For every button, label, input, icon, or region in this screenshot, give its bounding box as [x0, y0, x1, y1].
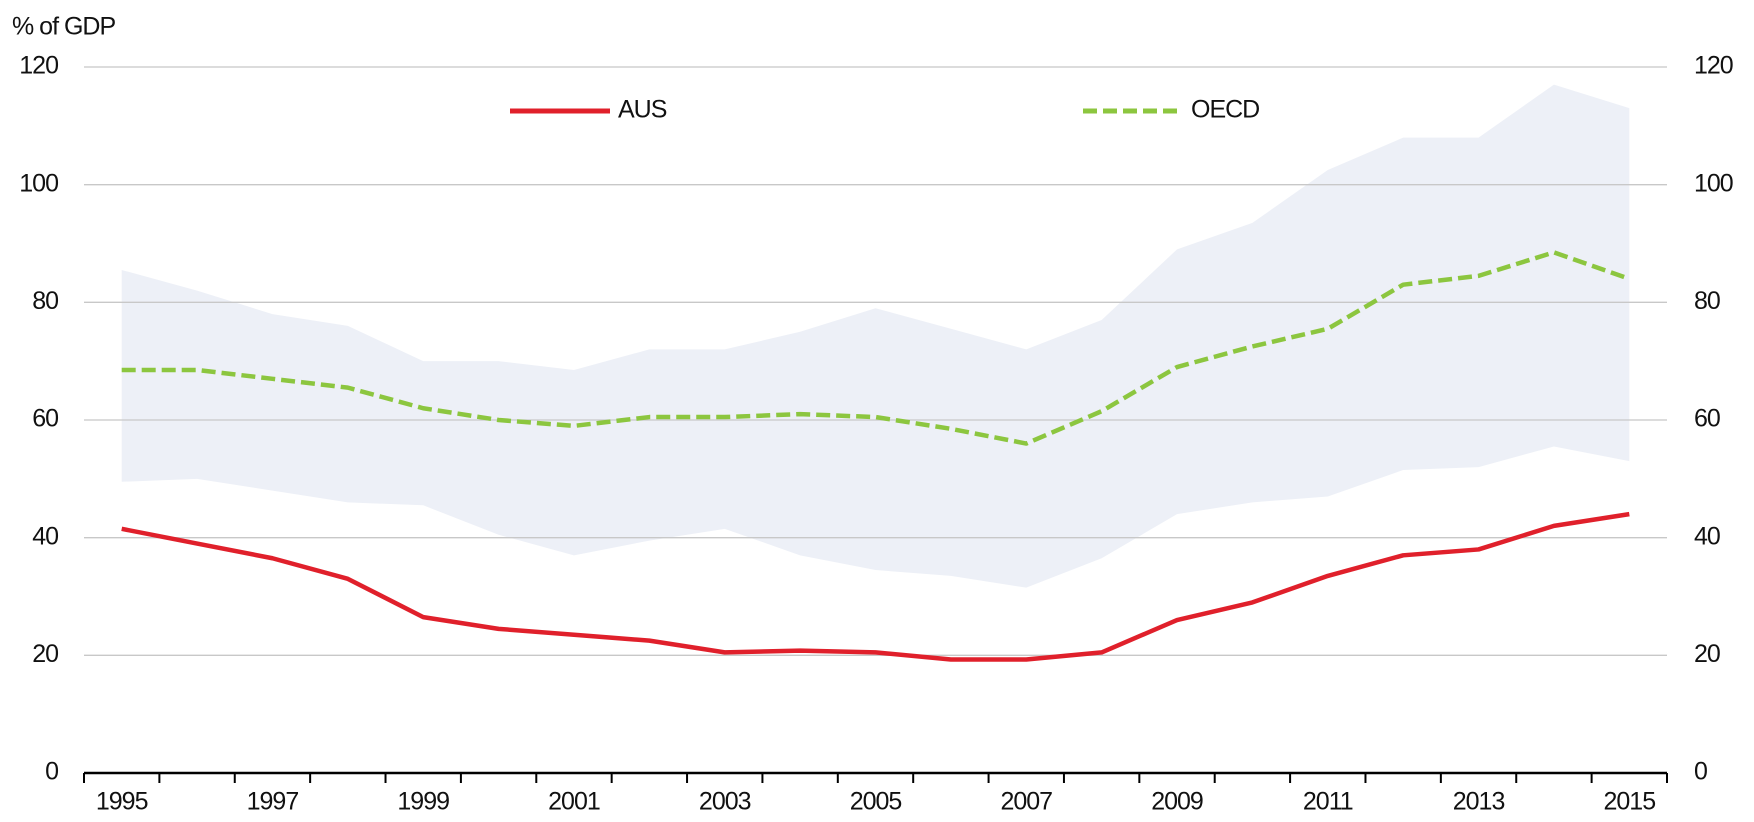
- x-tick-label: 2003: [699, 788, 751, 816]
- y2-tick-label: 0: [1694, 758, 1707, 786]
- series-line: [121, 511, 1630, 662]
- y-tick-label: 120: [19, 52, 58, 80]
- x-tick-label: 1995: [96, 788, 148, 816]
- y-axis-label: % of GDP: [12, 13, 115, 41]
- x-tick-label: 1997: [247, 788, 299, 816]
- y-tick-label: 40: [32, 522, 58, 550]
- series-line: [121, 250, 1631, 446]
- y2-tick-label: 120: [1694, 52, 1733, 80]
- y2-tick-label: 80: [1694, 287, 1720, 315]
- y-tick-label: 80: [32, 287, 58, 315]
- range-band: [121, 84, 1630, 588]
- x-tick-label: 2011: [1303, 788, 1353, 816]
- legend-label: OECD: [1191, 96, 1259, 124]
- y-tick-label: 20: [32, 640, 58, 668]
- x-tick-label: 2005: [850, 788, 902, 816]
- y2-tick-label: 20: [1694, 640, 1720, 668]
- x-tick-label: 1999: [397, 788, 449, 816]
- x-tick-label: 2007: [1000, 788, 1052, 816]
- y-tick-label: 100: [19, 169, 58, 197]
- y2-tick-label: 100: [1694, 169, 1733, 197]
- x-tick-label: 2001: [548, 788, 600, 816]
- x-tick-label: 2009: [1151, 788, 1203, 816]
- y2-tick-label: 40: [1694, 522, 1720, 550]
- y-tick-label: 0: [45, 758, 58, 786]
- y2-tick-label: 60: [1694, 405, 1720, 433]
- legend-label: AUS: [618, 96, 667, 124]
- x-tick-label: 2015: [1603, 788, 1655, 816]
- y-tick-label: 60: [32, 405, 58, 433]
- x-tick-label: 2013: [1453, 788, 1505, 816]
